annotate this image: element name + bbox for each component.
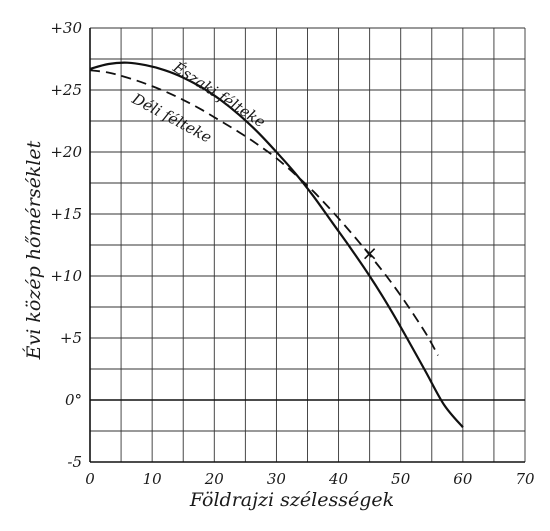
y-tick-label: +25 xyxy=(50,81,82,99)
y-axis-title: Évi közép hőmérséklet xyxy=(22,140,45,360)
y-tick-label: +20 xyxy=(50,143,82,161)
y-tick-label: 0° xyxy=(65,391,82,409)
x-axis-title: Földrajzi szélességek xyxy=(189,489,394,511)
intersection-marker xyxy=(364,248,376,260)
tick-labels: 0 10 20 30 40 50 60 70 -5 0° +5 +10 +15 +20 +25 +30 xyxy=(50,19,535,488)
x-tick-label: 30 xyxy=(267,470,287,488)
y-tick-label: +30 xyxy=(50,19,82,37)
series-label-south: Déli félteke xyxy=(128,89,215,146)
x-tick-label: 60 xyxy=(453,470,473,488)
x-tick-label: 70 xyxy=(515,470,535,488)
x-tick-label: 20 xyxy=(204,470,225,488)
series-line-south xyxy=(89,69,439,356)
x-tick-label: 0 xyxy=(85,470,95,488)
y-tick-label: +15 xyxy=(50,205,82,223)
series-line-north xyxy=(89,61,464,429)
y-tick-label: -5 xyxy=(67,453,82,471)
x-tick-label: 50 xyxy=(391,470,411,488)
grid xyxy=(89,27,526,463)
series-group xyxy=(89,61,464,429)
x-tick-label: 40 xyxy=(328,470,349,488)
y-tick-label: +10 xyxy=(50,267,82,285)
x-tick-label: 10 xyxy=(143,470,163,488)
y-tick-label: +5 xyxy=(60,329,82,347)
